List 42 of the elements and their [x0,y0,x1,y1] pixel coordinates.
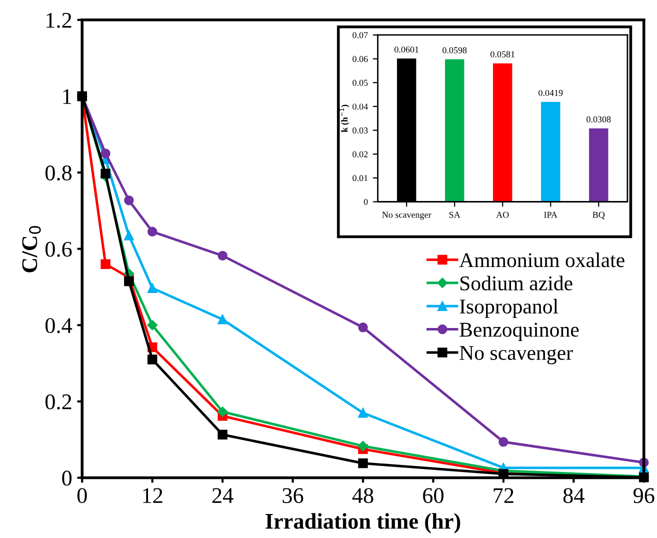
y-tick-label: 1.2 [46,12,72,28]
x-tick-label: BQ [592,212,605,220]
y-tick-label: 0.03 [352,127,368,134]
x-tick-label: 36 [282,488,304,504]
y-tick-label: 0.8 [45,165,72,181]
x-tick-label: SA [449,212,460,218]
data-label: 0.0598 [442,47,467,54]
x-tick-label: 0 [77,488,87,504]
legend-label: Isopropanol [460,298,558,318]
x-tick-label: 72 [494,488,514,503]
y-tick-label: 1 [63,89,72,104]
x-tick-label: AO [496,212,509,218]
y-tick-label: 0.06 [352,56,368,62]
y-axis-title: k (h$^{−1}$) [339,104,350,132]
x-tick-label: 96 [633,488,654,504]
y-tick-label: 0.2 [45,394,72,410]
y-tick-label: 0.6 [45,242,72,257]
x-tick-label: 24 [212,488,234,503]
legend-label: Ammonium oxalate [459,252,624,268]
y-tick-label: 0.4 [45,318,72,334]
y-tick-label: 0.02 [352,151,368,158]
x-tick-label: 84 [563,488,584,504]
y-tick-label: 0.01 [352,175,368,182]
data-label: 0.0601 [394,46,418,53]
data-label: 0.0308 [586,116,611,122]
y-tick-label: 0.04 [352,104,368,110]
legend-label: Benzoquinone [460,322,579,342]
x-tick-label: No scavenger [382,212,432,220]
x-tick-label: 12 [143,488,162,503]
y-tick-label: 0 [62,470,72,486]
x-tick-label: 60 [423,488,444,504]
y-tick-label: 0 [364,198,368,205]
legend-label: Sodium azide [460,276,572,290]
y-axis-title: C/C$_{0}$ [22,226,41,272]
y-tick-label: 0.07 [352,32,368,38]
legend-label: No scavenger [460,346,573,364]
y-tick-label: 0.05 [352,80,368,86]
x-tick-label: IPA [544,212,558,218]
data-label: 0.0419 [538,90,563,96]
data-label: 0.0581 [490,51,514,58]
x-tick-label: 48 [352,488,374,504]
x-axis-title: Irradiation time (hr) [266,513,460,534]
